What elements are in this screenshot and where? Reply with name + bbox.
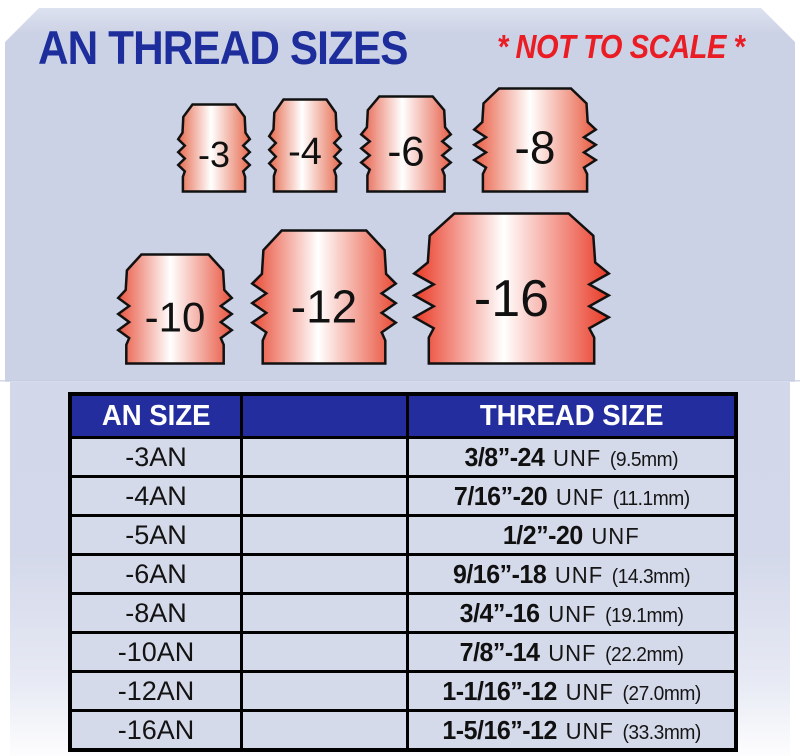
table-row-an-size-cell: -5AN: [72, 514, 243, 553]
fitting-8-shape: [471, 87, 599, 193]
fitting-4-diagram: -4: [267, 98, 343, 193]
table-row-blank-cell: [243, 436, 409, 475]
an-size-value: -3AN: [125, 441, 187, 472]
fitting-size-label: -8: [515, 121, 556, 173]
table-row-blank-cell: [243, 670, 409, 709]
table-header-thread-size: THREAD SIZE: [409, 396, 734, 436]
table-row-thread-size-cell: 1-5/16”-12 UNF (33.3mm): [409, 709, 734, 748]
thread-metric: (19.1mm): [605, 604, 684, 627]
thread-standard: UNF: [565, 678, 614, 705]
an-size-value: -8AN: [125, 597, 187, 628]
thread-standard: UNF: [555, 483, 604, 510]
table-row-thread-size-cell: 9/16”-18 UNF (14.3mm): [409, 553, 734, 592]
thread-fraction: 9/16”-18: [452, 558, 547, 589]
table-row-an-size-cell: -4AN: [72, 475, 243, 514]
table-row-an-size-cell: -3AN: [72, 436, 243, 475]
table-row-thread-size-cell: 1-1/16”-12 UNF (27.0mm): [409, 670, 734, 709]
fitting-12-shape: [250, 229, 398, 365]
fitting-size-label: -10: [145, 293, 206, 340]
thread-fraction: 1-5/16”-12: [442, 714, 557, 745]
table-header-thread-size-label: THREAD SIZE: [479, 399, 664, 432]
an-size-value: -10AN: [117, 636, 195, 667]
table-row-blank-cell: [243, 475, 409, 514]
thread-size-value: 1/2”-20 UNF: [503, 520, 640, 551]
thread-metric: (27.0mm): [622, 682, 701, 705]
thread-fraction: 7/8”-14: [459, 636, 540, 667]
table-row-blank-cell: [243, 631, 409, 670]
thread-standard: UNF: [565, 717, 614, 744]
fitting-size-label: -16: [474, 270, 549, 328]
not-to-scale-note: * NOT TO SCALE *: [497, 28, 745, 65]
thread-standard: UNF: [553, 444, 602, 471]
fitting-3-shape: [176, 103, 252, 193]
table-header-an-size-label: AN SIZE: [101, 399, 211, 432]
table-header-blank: [243, 396, 409, 436]
thread-metric: (33.3mm): [622, 721, 701, 744]
an-size-value: -16AN: [117, 714, 195, 745]
thread-fraction: 1-1/16”-12: [442, 675, 557, 706]
thread-fraction: 7/16”-20: [453, 480, 548, 511]
table-row-an-size-cell: -10AN: [72, 631, 243, 670]
fitting-16-diagram: -16: [411, 212, 612, 365]
thread-size-value: 7/8”-14 UNF (22.2mm): [460, 637, 684, 668]
fitting-size-label: -4: [288, 131, 322, 173]
thread-size-value: 3/4”-16 UNF (19.1mm): [460, 598, 684, 629]
fitting-16-shape: [411, 212, 612, 365]
table-row-blank-cell: [243, 709, 409, 748]
fitting-size-label: -12: [291, 281, 357, 333]
table-row-thread-size-cell: 7/8”-14 UNF (22.2mm): [409, 631, 734, 670]
fitting-4-shape: [267, 98, 343, 193]
an-thread-size-table: AN SIZE THREAD SIZE -3AN 3/8”-24 UNF (9.5mm…: [68, 392, 738, 752]
thread-standard: UNF: [554, 561, 604, 588]
an-size-value: -6AN: [125, 558, 187, 589]
page-title: AN THREAD SIZES: [38, 21, 408, 74]
thread-metric: (9.5mm): [610, 448, 679, 471]
table-row-blank-cell: [243, 514, 409, 553]
thread-metric: (14.3mm): [611, 565, 691, 588]
fitting-size-label: -3: [198, 134, 230, 175]
thread-standard: UNF: [548, 600, 597, 627]
table-row-thread-size-cell: 7/16”-20 UNF (11.1mm): [409, 475, 734, 514]
thread-fraction: 1/2”-20: [503, 519, 583, 550]
an-size-value: -4AN: [125, 480, 187, 511]
table-row-an-size-cell: -8AN: [72, 592, 243, 631]
thread-standard: UNF: [591, 522, 640, 549]
fitting-10-shape: [116, 253, 234, 365]
table-row-blank-cell: [243, 553, 409, 592]
thread-size-value: 9/16”-18 UNF (14.3mm): [452, 558, 691, 590]
fitting-size-label: -6: [387, 127, 424, 174]
thread-standard: UNF: [548, 639, 597, 666]
fitting-8-diagram: -8: [471, 87, 599, 193]
table-header-an-size: AN SIZE: [72, 396, 243, 436]
thread-size-value: 1-1/16”-12 UNF (27.0mm): [442, 675, 701, 707]
table-row-thread-size-cell: 3/4”-16 UNF (19.1mm): [409, 592, 734, 631]
thread-size-value: 3/8”-24 UNF (9.5mm): [465, 442, 679, 473]
table-row-an-size-cell: -12AN: [72, 670, 243, 709]
thread-size-value: 1-5/16”-12 UNF (33.3mm): [442, 714, 701, 746]
table-row-thread-size-cell: 1/2”-20 UNF: [409, 514, 734, 553]
thread-metric: (22.2mm): [605, 643, 684, 666]
table-row-blank-cell: [243, 592, 409, 631]
fitting-6-shape: [359, 95, 453, 193]
table-row-an-size-cell: -16AN: [72, 709, 243, 748]
fitting-12-diagram: -12: [250, 229, 398, 365]
table-row-an-size-cell: -6AN: [72, 553, 243, 592]
panel-seam-divider: [0, 380, 800, 382]
an-size-value: -5AN: [125, 519, 187, 550]
fitting-3-diagram: -3: [176, 103, 252, 193]
thread-fraction: 3/4”-16: [459, 597, 540, 628]
thread-size-value: 7/16”-20 UNF (11.1mm): [454, 481, 690, 512]
thread-fraction: 3/8”-24: [464, 441, 545, 472]
an-size-value: -12AN: [117, 675, 195, 706]
fitting-10-diagram: -10: [116, 253, 234, 365]
thread-metric: (11.1mm): [612, 487, 690, 510]
table-row-thread-size-cell: 3/8”-24 UNF (9.5mm): [409, 436, 734, 475]
fitting-6-diagram: -6: [359, 95, 453, 193]
